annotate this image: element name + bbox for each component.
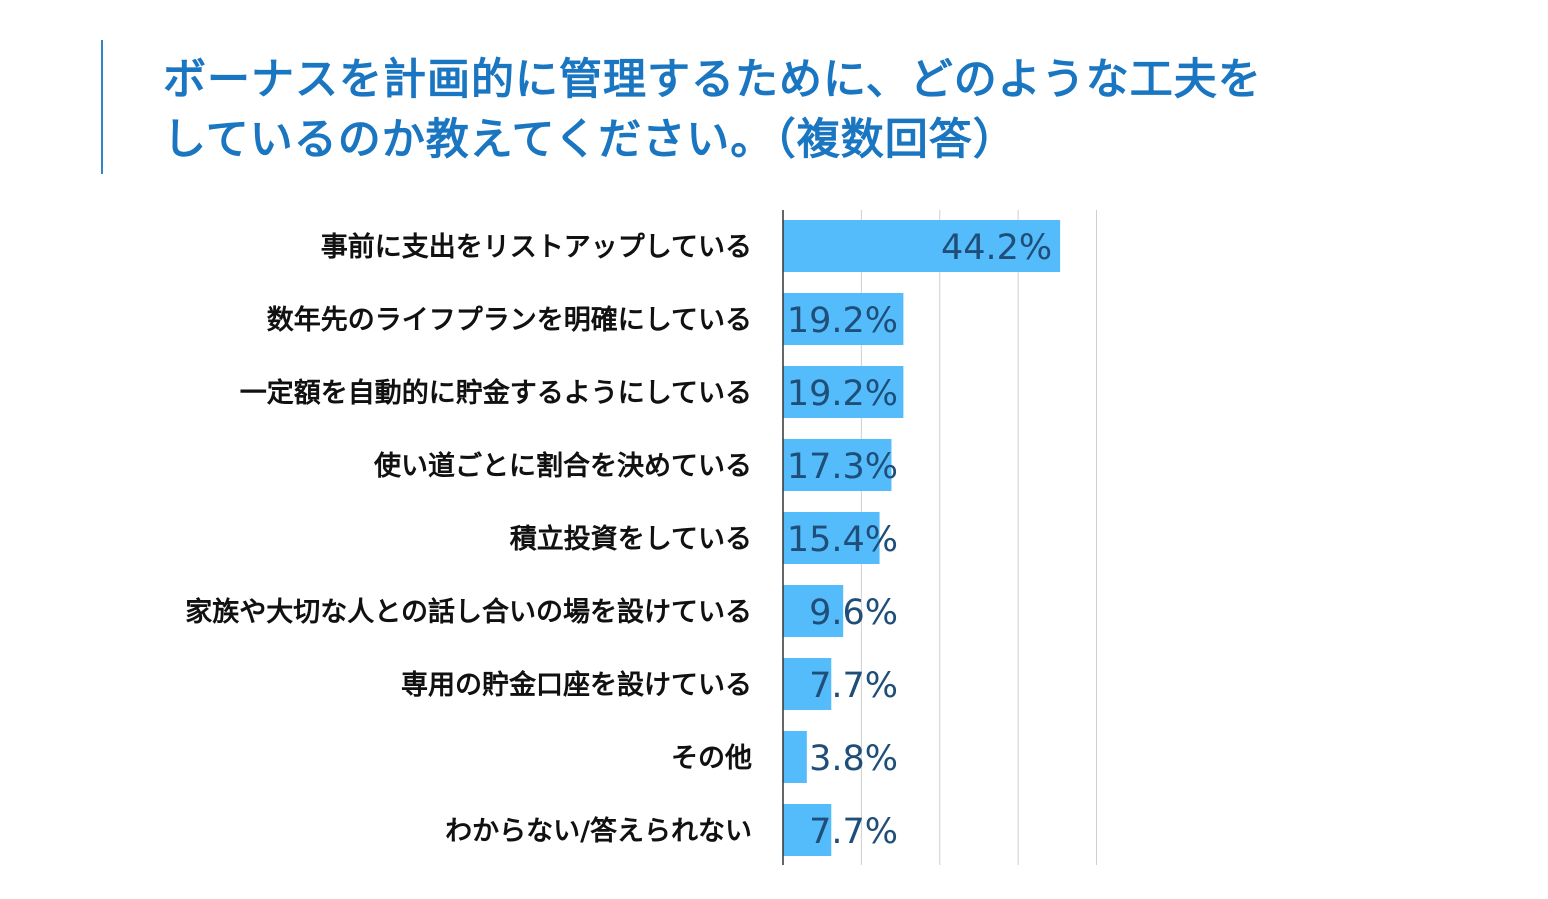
value-label: 44.2% (941, 228, 1052, 268)
bar (783, 439, 892, 491)
bar (783, 293, 904, 345)
category-label: 専用の貯金口座を設けている (401, 669, 752, 701)
category-label: その他 (671, 743, 752, 774)
category-label: わからない/答えられない (445, 815, 752, 847)
bar (783, 731, 807, 783)
bar (783, 585, 844, 637)
chart-title-line-2: しているのか教えてください。（複数回答） (163, 115, 1017, 165)
value-label: 7.7% (809, 812, 898, 852)
value-label: 9.6% (809, 593, 898, 633)
bar (783, 366, 904, 418)
value-label: 19.2% (787, 301, 898, 341)
bar (783, 220, 1061, 272)
category-label: 一定額を自動的に貯金するようにしている (240, 377, 752, 409)
category-label: 使い道ごとに割合を決めている (373, 450, 752, 482)
bar (783, 804, 832, 856)
value-label: 17.3% (787, 447, 898, 487)
chart-title: ボーナスを計画的に管理するために、どのような工夫を しているのか教えてください。… (163, 50, 1262, 170)
category-label: 数年先のライフプランを明確にしている (267, 304, 752, 336)
value-label: 7.7% (809, 666, 898, 706)
bar (783, 658, 832, 710)
chart-title-line-1: ボーナスを計画的に管理するために、どのような工夫を (163, 55, 1262, 105)
category-labels: 事前に支出をリストアップしている数年先のライフプランを明確にしている一定額を自動… (185, 231, 752, 847)
value-label: 19.2% (787, 374, 898, 414)
category-label: 積立投資をしている (510, 523, 752, 555)
value-label: 3.8% (809, 739, 898, 779)
title-accent-line (101, 40, 103, 174)
bars (783, 220, 1061, 856)
category-label: 事前に支出をリストアップしている (321, 231, 752, 263)
value-label: 15.4% (787, 520, 898, 560)
bar (783, 512, 880, 564)
category-label: 家族や大切な人との話し合いの場を設けている (185, 596, 752, 628)
value-labels: 44.2% 19.2% 19.2% 17.3% 15.4% 9.6% 7.7% 3.8% 7.7… (787, 228, 1052, 852)
